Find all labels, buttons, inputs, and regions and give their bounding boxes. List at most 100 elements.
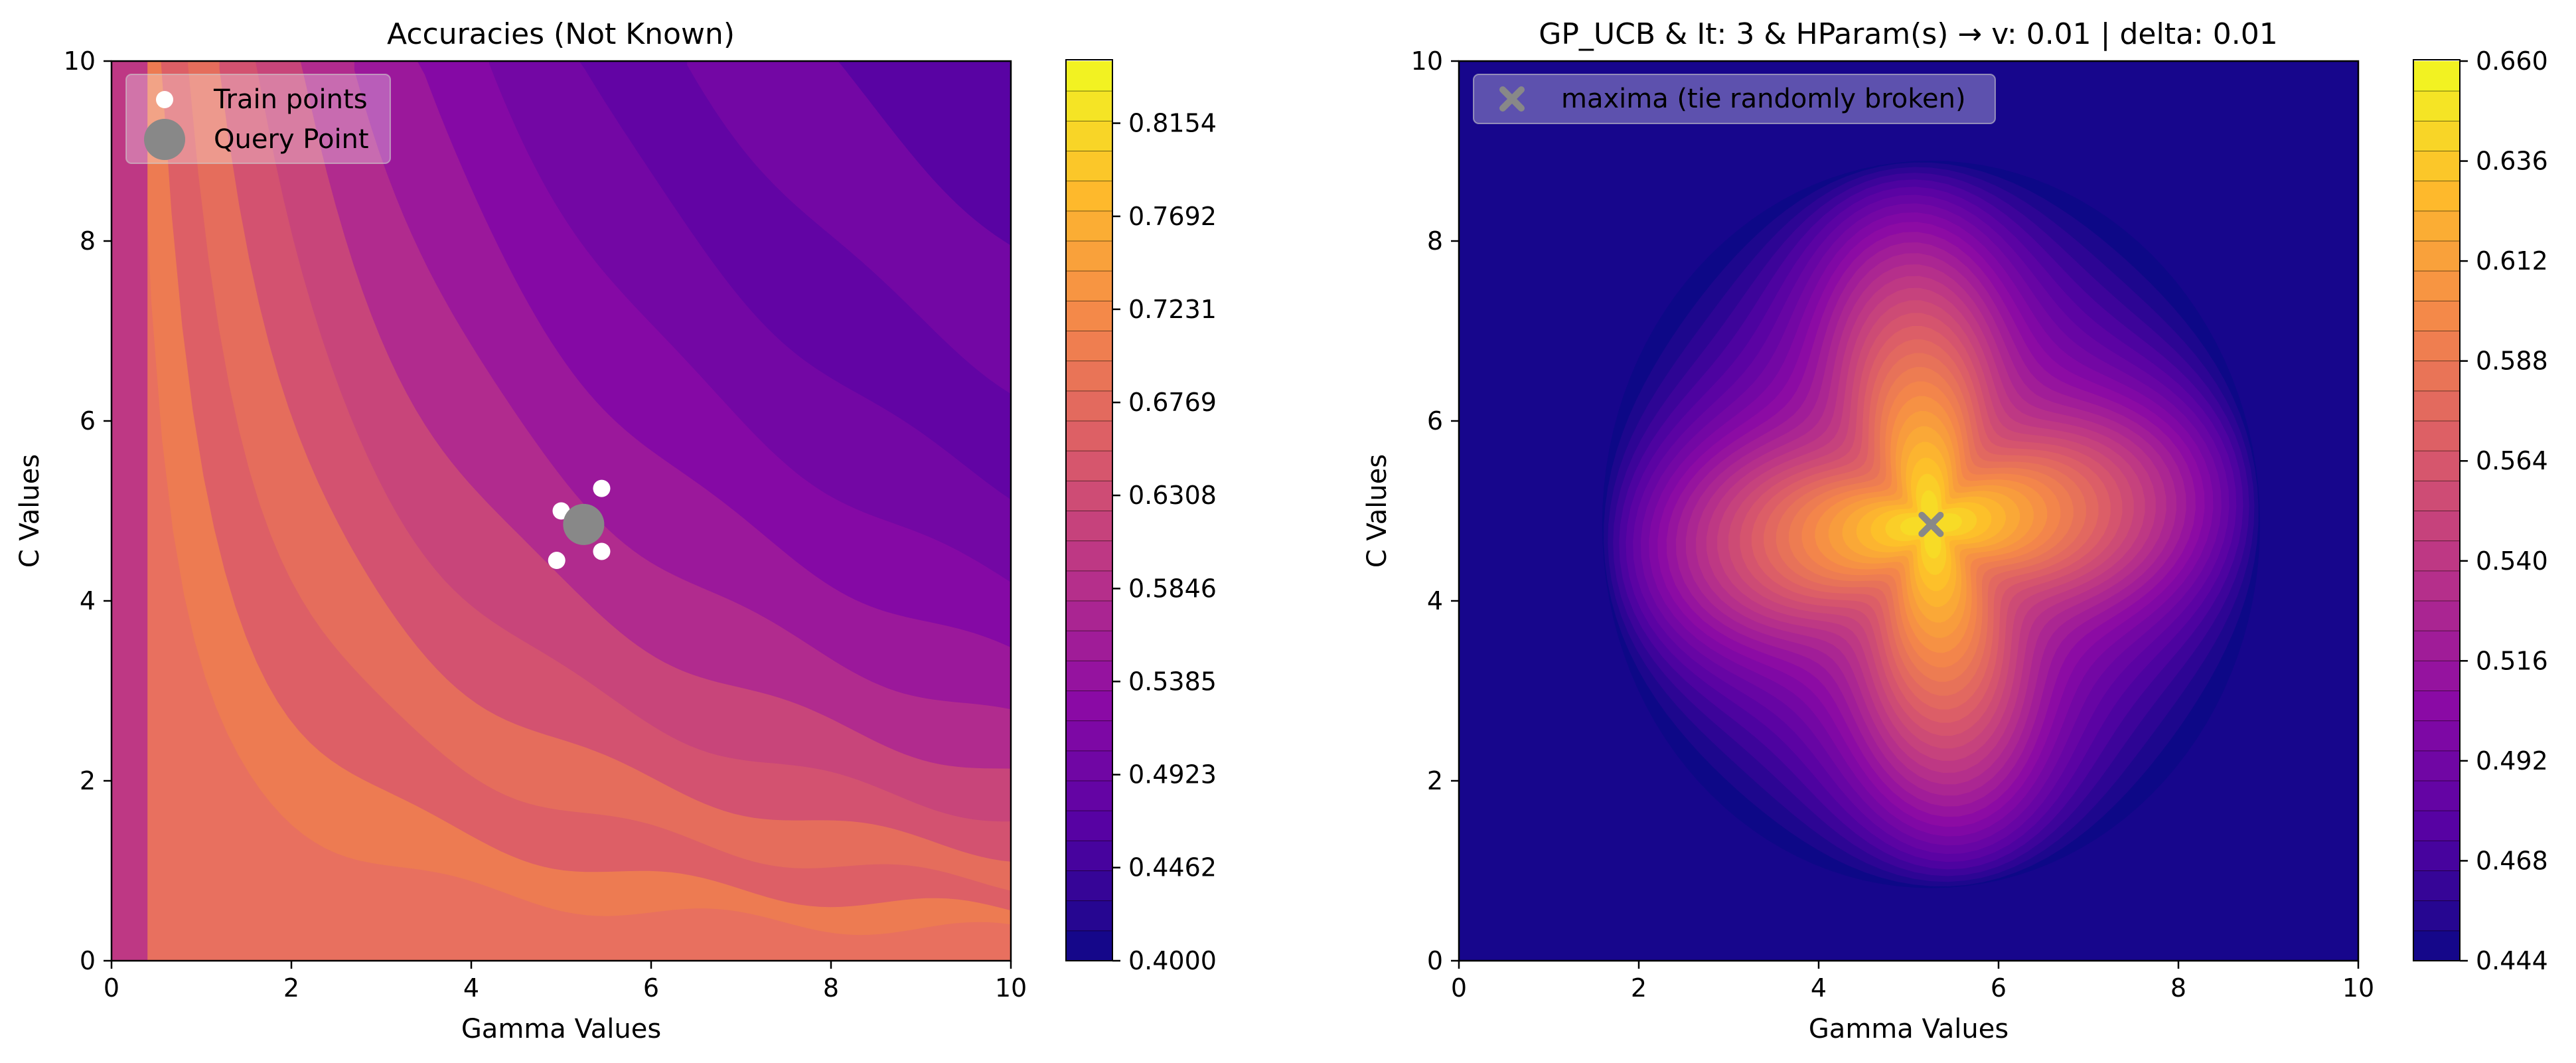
colorbar-swatch (2413, 601, 2460, 631)
y-tick-label: 2 (1427, 766, 1443, 795)
colorbar-swatch (2413, 421, 2460, 451)
y-tick-label: 8 (1427, 226, 1443, 256)
colorbar-swatch (1066, 511, 1112, 542)
y-tick-label: 10 (64, 46, 96, 76)
colorbar-swatch (2413, 750, 2460, 781)
train-point-legend-label: Train points (213, 84, 368, 115)
colorbar-swatch (1066, 390, 1112, 422)
colorbar-swatch (1066, 421, 1112, 451)
x-tick-label: 6 (1991, 973, 2007, 1003)
x-tick-label: 0 (1451, 973, 1467, 1003)
y-tick-label: 4 (80, 586, 96, 615)
colorbar-swatch (1066, 930, 1112, 961)
colorbar-tick-label: 0.468 (2476, 846, 2548, 875)
x-axis-label: Gamma Values (461, 1014, 661, 1044)
y-tick-label: 4 (1427, 586, 1443, 615)
colorbar-swatch (1066, 811, 1112, 841)
colorbar-swatch (1066, 841, 1112, 872)
colorbar-tick-label: 0.6308 (1128, 481, 1217, 510)
y-tick-label: 2 (80, 766, 96, 795)
accuracy-legend: Train points Query Point (125, 74, 391, 164)
colorbar-swatch (2413, 241, 2460, 272)
colorbar-swatch (2413, 900, 2460, 932)
colorbar-swatch (1066, 331, 1112, 362)
colorbar-swatch (1066, 631, 1112, 661)
x-tick-label: 8 (2170, 973, 2186, 1003)
acquisition-title: GP_UCB & It: 3 & HParam(s) → v: 0.01 | d… (1539, 17, 2277, 51)
colorbar-swatch (2413, 691, 2460, 722)
maxima-legend-label: maxima (tie randomly broken) (1561, 84, 1966, 114)
colorbar-tick-label: 0.540 (2476, 546, 2548, 576)
y-tick-label: 10 (1411, 46, 1443, 76)
train-point (548, 552, 566, 570)
y-tick-label: 6 (1427, 406, 1443, 436)
colorbar-swatch (1066, 601, 1112, 631)
colorbar-swatch (2413, 361, 2460, 392)
y-tick-label: 8 (80, 226, 96, 256)
query-point-legend-label: Query Point (214, 124, 369, 155)
query-point (563, 503, 605, 545)
colorbar-swatch (1066, 781, 1112, 811)
x-tick-label: 4 (1811, 973, 1827, 1003)
colorbar-swatch (1066, 451, 1112, 481)
train-point (593, 542, 611, 560)
x-tick-label: 0 (104, 973, 119, 1003)
accuracy-panel: Accuracies (Not Known) 0 2 4 6 8 10 0 2 4 6 8 10 Gam… (15, 17, 1217, 1044)
maxima-marker (1918, 511, 1944, 537)
acquisition-plot-frame (1458, 60, 2360, 962)
colorbar-swatch (1066, 750, 1112, 781)
colorbar-swatch (1066, 361, 1112, 392)
colorbar-tick-label: 0.612 (2476, 246, 2548, 276)
colorbar-tick-label: 0.7231 (1128, 295, 1217, 324)
colorbar-swatch (1066, 121, 1112, 152)
colorbar-swatch (2413, 570, 2460, 602)
colorbar-swatch (2413, 631, 2460, 661)
x-tick-label: 2 (1631, 973, 1647, 1003)
colorbar-swatch (2413, 661, 2460, 692)
colorbar-tick-label: 0.492 (2476, 746, 2548, 776)
acquisition-colorbar: 0.444 0.468 0.492 0.516 0.540 0.564 0.588 0.612… (2413, 46, 2548, 975)
colorbar-swatch (2413, 451, 2460, 481)
train-point (593, 479, 611, 497)
colorbar-swatch (2413, 511, 2460, 542)
x-tick-label: 8 (823, 973, 839, 1003)
y-tick-label: 0 (80, 946, 96, 975)
colorbar-swatch (1066, 210, 1112, 242)
accuracy-plot-frame (110, 60, 1012, 962)
accuracy-legend-box (125, 74, 391, 164)
x-tick-label: 4 (463, 973, 479, 1003)
maxima-legend-marker (1499, 86, 1525, 112)
colorbar-swatch (1066, 91, 1112, 122)
accuracy-title: Accuracies (Not Known) (387, 17, 735, 51)
colorbar-swatch (1066, 570, 1112, 602)
colorbar-swatch (1066, 900, 1112, 932)
x-axis-label: Gamma Values (1809, 1014, 2008, 1044)
colorbar-swatch (2413, 930, 2460, 961)
colorbar-swatch (1066, 720, 1112, 752)
y-axis-label: C Values (15, 454, 45, 568)
accuracy-colorbar: 0.4000 0.4462 0.4923 0.5385 0.5846 0.6308 0.67… (1065, 59, 1217, 975)
x-tick-label: 6 (643, 973, 659, 1003)
query-point-legend-marker (144, 119, 185, 160)
colorbar-swatch (1066, 61, 1112, 92)
colorbar-tick-label: 0.444 (2476, 946, 2548, 975)
colorbar-swatch (2413, 91, 2460, 122)
x-tick-label: 10 (995, 973, 1027, 1003)
colorbar-swatch (1066, 540, 1112, 572)
colorbar-swatch (1066, 691, 1112, 722)
colorbar-tick-label: 0.636 (2476, 147, 2548, 176)
y-axis-label: C Values (1362, 454, 1393, 568)
x-tick-label: 10 (2342, 973, 2374, 1003)
colorbar-tick-label: 0.564 (2476, 446, 2548, 475)
colorbar-swatch (2413, 481, 2460, 512)
acquisition-panel: GP_UCB & It: 3 & HParam(s) → v: 0.01 | d… (1362, 17, 2548, 1044)
train-point-legend-marker (156, 91, 173, 108)
accuracy-contour-band (831, 61, 1011, 246)
colorbar-swatch (2413, 331, 2460, 362)
colorbar-tick-label: 0.4462 (1128, 853, 1217, 882)
colorbar-tick-label: 0.516 (2476, 646, 2548, 675)
colorbar-swatch (2413, 870, 2460, 902)
acquisition-legend-box (1473, 74, 1996, 124)
colorbar-tick-label: 0.4923 (1128, 760, 1217, 789)
